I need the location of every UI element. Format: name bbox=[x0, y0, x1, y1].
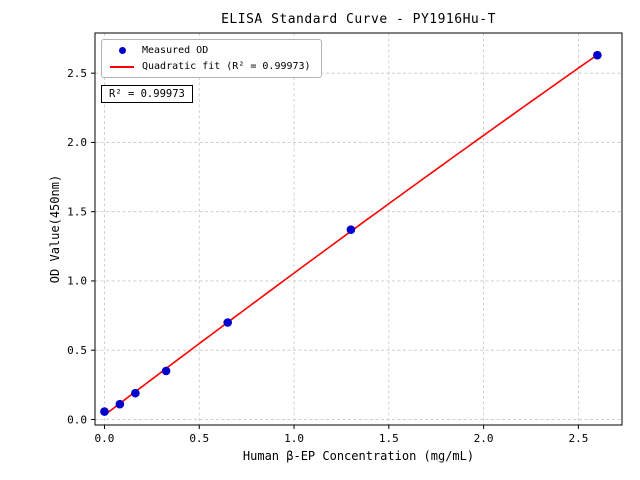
data-point bbox=[115, 399, 125, 409]
y-tick-label: 0.5 bbox=[67, 344, 87, 357]
legend: Measured OD Quadratic fit (R² = 0.99973) bbox=[101, 39, 322, 78]
x-axis-label: Human β-EP Concentration (mg/mL) bbox=[242, 449, 475, 463]
chart-title: ELISA Standard Curve - PY1916Hu-T bbox=[221, 12, 496, 27]
x-tick-label: 2.0 bbox=[474, 432, 494, 445]
data-point bbox=[131, 388, 140, 398]
y-tick-label: 1.0 bbox=[67, 275, 87, 288]
data-point bbox=[223, 318, 232, 327]
legend-point-dot bbox=[118, 47, 126, 54]
legend-label-measured-od: Measured OD bbox=[142, 45, 209, 56]
x-tick-label: 1.0 bbox=[284, 432, 304, 445]
legend-item-quadratic-fit: Quadratic fit (R² = 0.99973) bbox=[110, 61, 311, 72]
y-tick-label: 0.0 bbox=[67, 413, 87, 426]
data-point bbox=[161, 366, 171, 376]
data-point bbox=[593, 50, 602, 60]
y-axis-label: OD Value(450nm) bbox=[48, 174, 62, 284]
data-point bbox=[100, 407, 109, 416]
y-tick-label: 2.0 bbox=[67, 136, 87, 149]
y-tick-label: 2.5 bbox=[67, 67, 87, 80]
legend-label-quadratic-fit: Quadratic fit (R² = 0.99973) bbox=[142, 61, 311, 72]
r-squared-annotation: R² = 0.99973 bbox=[101, 85, 193, 103]
legend-line-swatch bbox=[110, 65, 134, 68]
quadratic-fit-line bbox=[104, 54, 598, 416]
x-tick-label: 0.5 bbox=[189, 432, 209, 445]
legend-line-marker bbox=[110, 65, 134, 68]
x-tick-label: 1.5 bbox=[379, 432, 399, 445]
plot-frame bbox=[94, 32, 623, 426]
legend-point-marker bbox=[110, 47, 134, 54]
x-tick-label: 0.0 bbox=[95, 432, 115, 445]
legend-item-measured-od: Measured OD bbox=[110, 45, 311, 56]
x-tick-label: 2.5 bbox=[568, 432, 588, 445]
data-point bbox=[346, 225, 356, 234]
y-tick-label: 1.5 bbox=[67, 205, 87, 218]
